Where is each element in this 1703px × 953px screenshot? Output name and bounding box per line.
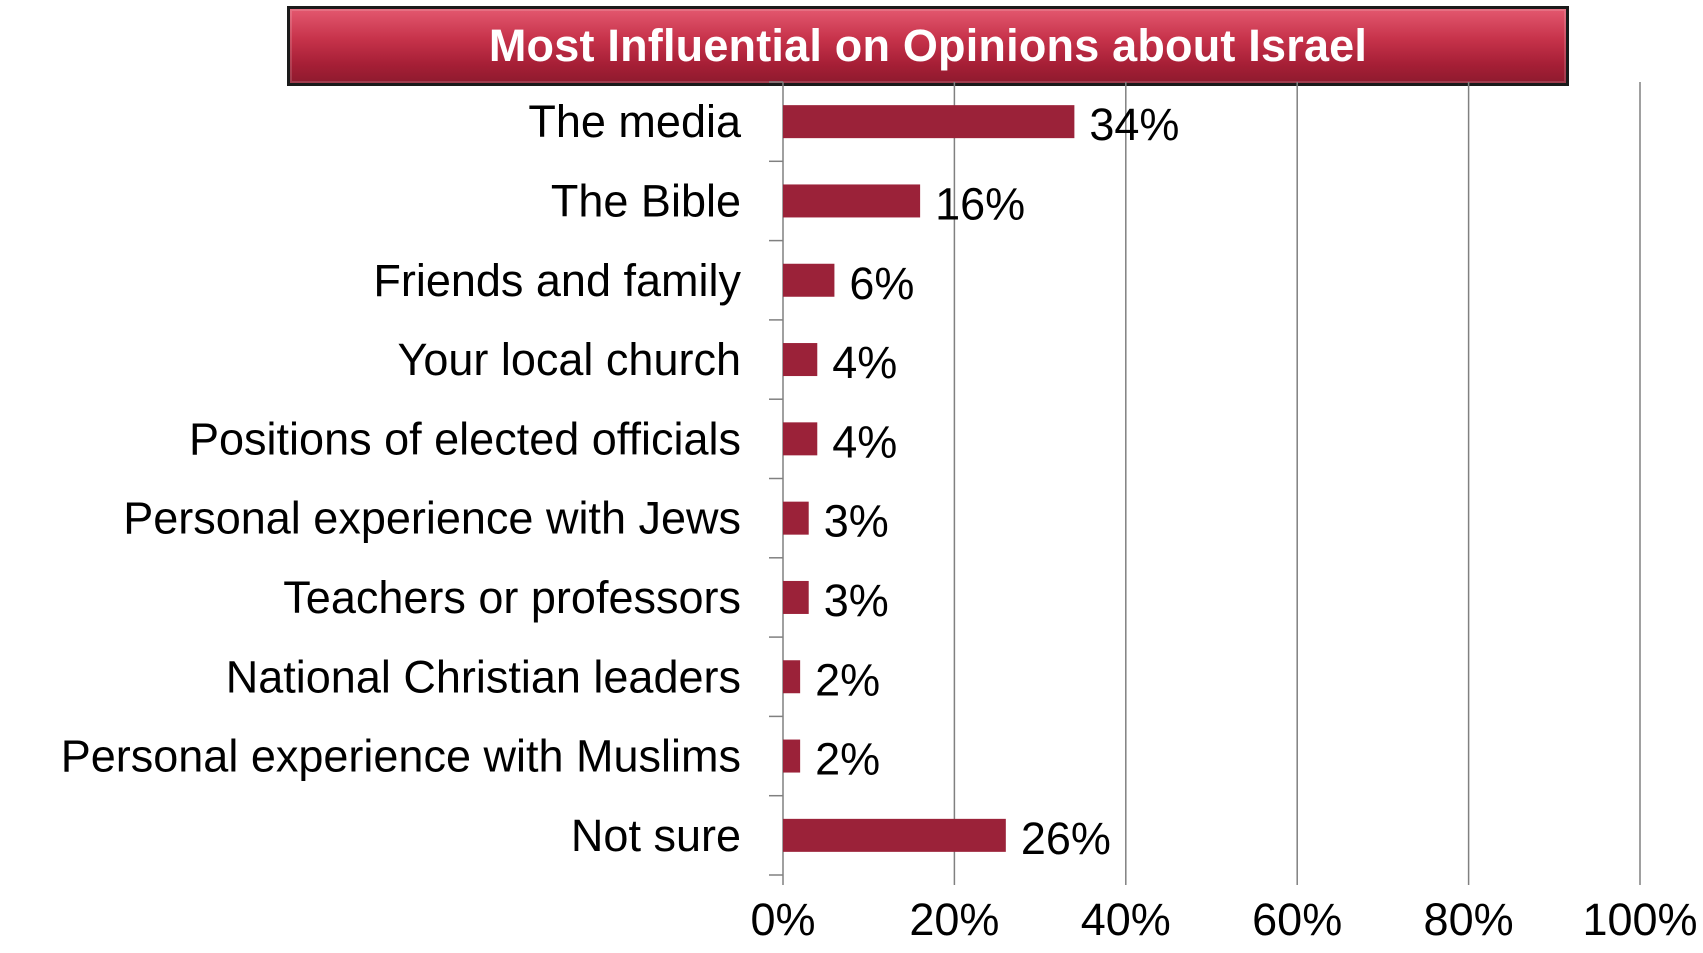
- bar: [783, 343, 818, 377]
- category-label: Teachers or professors: [283, 572, 741, 623]
- bar: [783, 580, 809, 614]
- data-label: 4%: [832, 337, 897, 388]
- x-tick-label: 0%: [750, 894, 815, 945]
- x-tick-label: 40%: [1081, 894, 1171, 945]
- bar: [783, 818, 1006, 852]
- category-label: Not sure: [571, 810, 741, 861]
- bar: [783, 660, 801, 694]
- chart-title-banner: Most Influential on Opinions about Israe…: [287, 6, 1569, 86]
- category-label: The Bible: [551, 175, 741, 226]
- bar: [783, 263, 835, 297]
- data-label: 3%: [824, 575, 889, 626]
- bar: [783, 184, 921, 218]
- chart-title: Most Influential on Opinions about Israe…: [488, 20, 1368, 71]
- bar: [783, 501, 809, 535]
- category-label: Positions of elected officials: [189, 413, 741, 464]
- bar: [783, 105, 1075, 139]
- data-label: 26%: [1021, 813, 1111, 864]
- category-label: Your local church: [397, 334, 741, 385]
- category-label: Friends and family: [373, 255, 741, 306]
- bar: [783, 739, 801, 773]
- data-label: 3%: [824, 496, 889, 547]
- data-label: 2%: [815, 734, 880, 785]
- data-label: 34%: [1089, 99, 1179, 150]
- category-label: National Christian leaders: [226, 651, 741, 702]
- data-label: 4%: [832, 416, 897, 467]
- data-label: 2%: [815, 654, 880, 705]
- data-label: 6%: [849, 258, 914, 309]
- category-label: The media: [528, 96, 742, 147]
- x-tick-label: 80%: [1424, 894, 1514, 945]
- x-tick-label: 60%: [1252, 894, 1342, 945]
- data-label: 16%: [935, 178, 1025, 229]
- x-tick-label: 100%: [1582, 894, 1697, 945]
- category-label: Personal experience with Muslims: [61, 731, 741, 782]
- category-label: Personal experience with Jews: [123, 493, 741, 544]
- bar: [783, 422, 818, 456]
- x-tick-label: 20%: [909, 894, 999, 945]
